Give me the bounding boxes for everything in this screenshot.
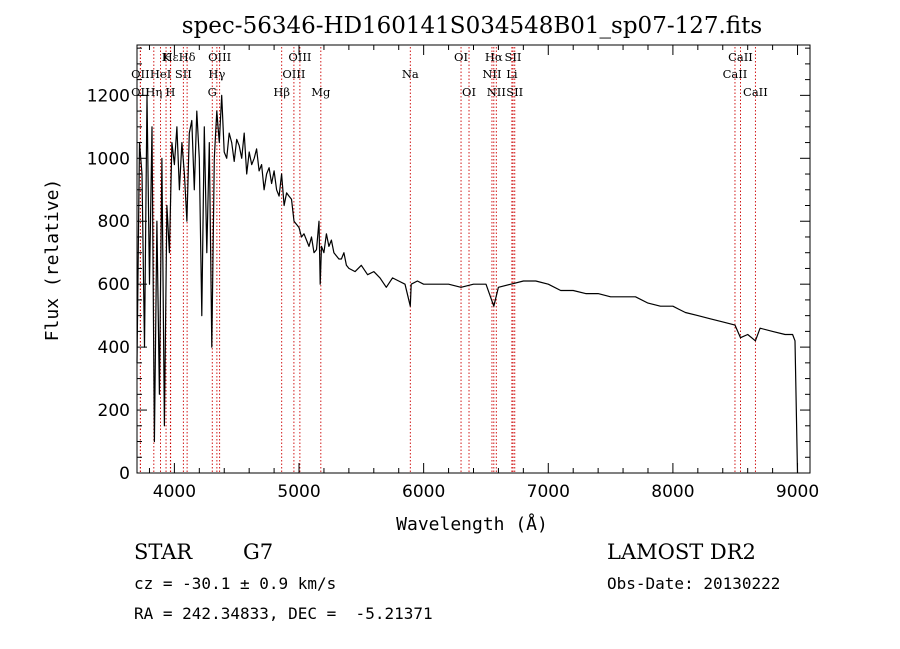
y-tick-label: 0	[119, 464, 130, 484]
line-label: CaII	[723, 67, 748, 81]
line-label: OI	[462, 85, 476, 99]
subclass: G7	[243, 540, 274, 564]
line-label: Hε	[163, 50, 179, 64]
y-tick-label: 600	[98, 275, 130, 295]
coordinates: RA = 242.34833, DEC = -5.21371	[134, 604, 433, 623]
line-label: Hα	[485, 50, 503, 64]
line-label: NII	[487, 85, 506, 99]
line-label: NII	[482, 67, 501, 81]
x-tick-label: 9000	[776, 482, 819, 502]
line-label: SII	[175, 67, 192, 81]
line-label: Li	[506, 67, 518, 81]
y-tick-label: 800	[98, 212, 130, 232]
plot-frame	[136, 44, 811, 474]
line-label: SII	[505, 50, 522, 64]
line-label: Na	[402, 67, 419, 81]
survey-name: LAMOST DR2	[607, 540, 756, 564]
line-label: Hβ	[273, 85, 290, 99]
line-label: Hγ	[208, 67, 225, 81]
line-label: OIII	[288, 50, 311, 64]
line-label: CaII	[728, 50, 753, 64]
line-label: Mg	[311, 85, 331, 99]
line-label: Hη	[145, 85, 162, 99]
y-tick-label: 400	[98, 338, 130, 358]
line-label: OI	[454, 50, 468, 64]
line-label: HeI	[150, 67, 171, 81]
line-label: OII	[131, 85, 150, 99]
redshift-velocity: cz = -30.1 ± 0.9 km/s	[134, 574, 337, 593]
observation-date: Obs-Date: 20130222	[607, 574, 781, 593]
line-label: SII	[506, 85, 523, 99]
x-tick-label: 6000	[402, 482, 445, 502]
line-label: OII	[131, 67, 150, 81]
line-label: CaII	[743, 85, 768, 99]
x-tick-label: 5000	[277, 482, 320, 502]
chart-title: spec-56346-HD160141S034548B01_sp07-127.f…	[182, 13, 762, 39]
x-tick-label: 8000	[651, 482, 694, 502]
object-class: STAR	[134, 540, 193, 564]
x-tick-label: 4000	[153, 482, 196, 502]
y-tick-label: 1200	[87, 86, 130, 106]
x-tick-label: 7000	[527, 482, 570, 502]
y-tick-label: 1000	[87, 149, 130, 169]
line-label: K	[162, 50, 171, 64]
line-label: OIII	[208, 50, 231, 64]
y-tick-label: 200	[98, 401, 130, 421]
x-axis-label: Wavelength (Å)	[396, 513, 548, 535]
line-label: G	[208, 85, 217, 99]
line-label: Hδ	[179, 50, 196, 64]
line-label: OIII	[282, 67, 305, 81]
y-axis-label: Flux (relative)	[42, 179, 63, 342]
line-label: H	[165, 85, 175, 99]
plot-area: 4000 5000 6000 7000 8000 9000 0 200 400 600 800 100…	[87, 44, 819, 502]
spectrum-line	[136, 94, 799, 474]
